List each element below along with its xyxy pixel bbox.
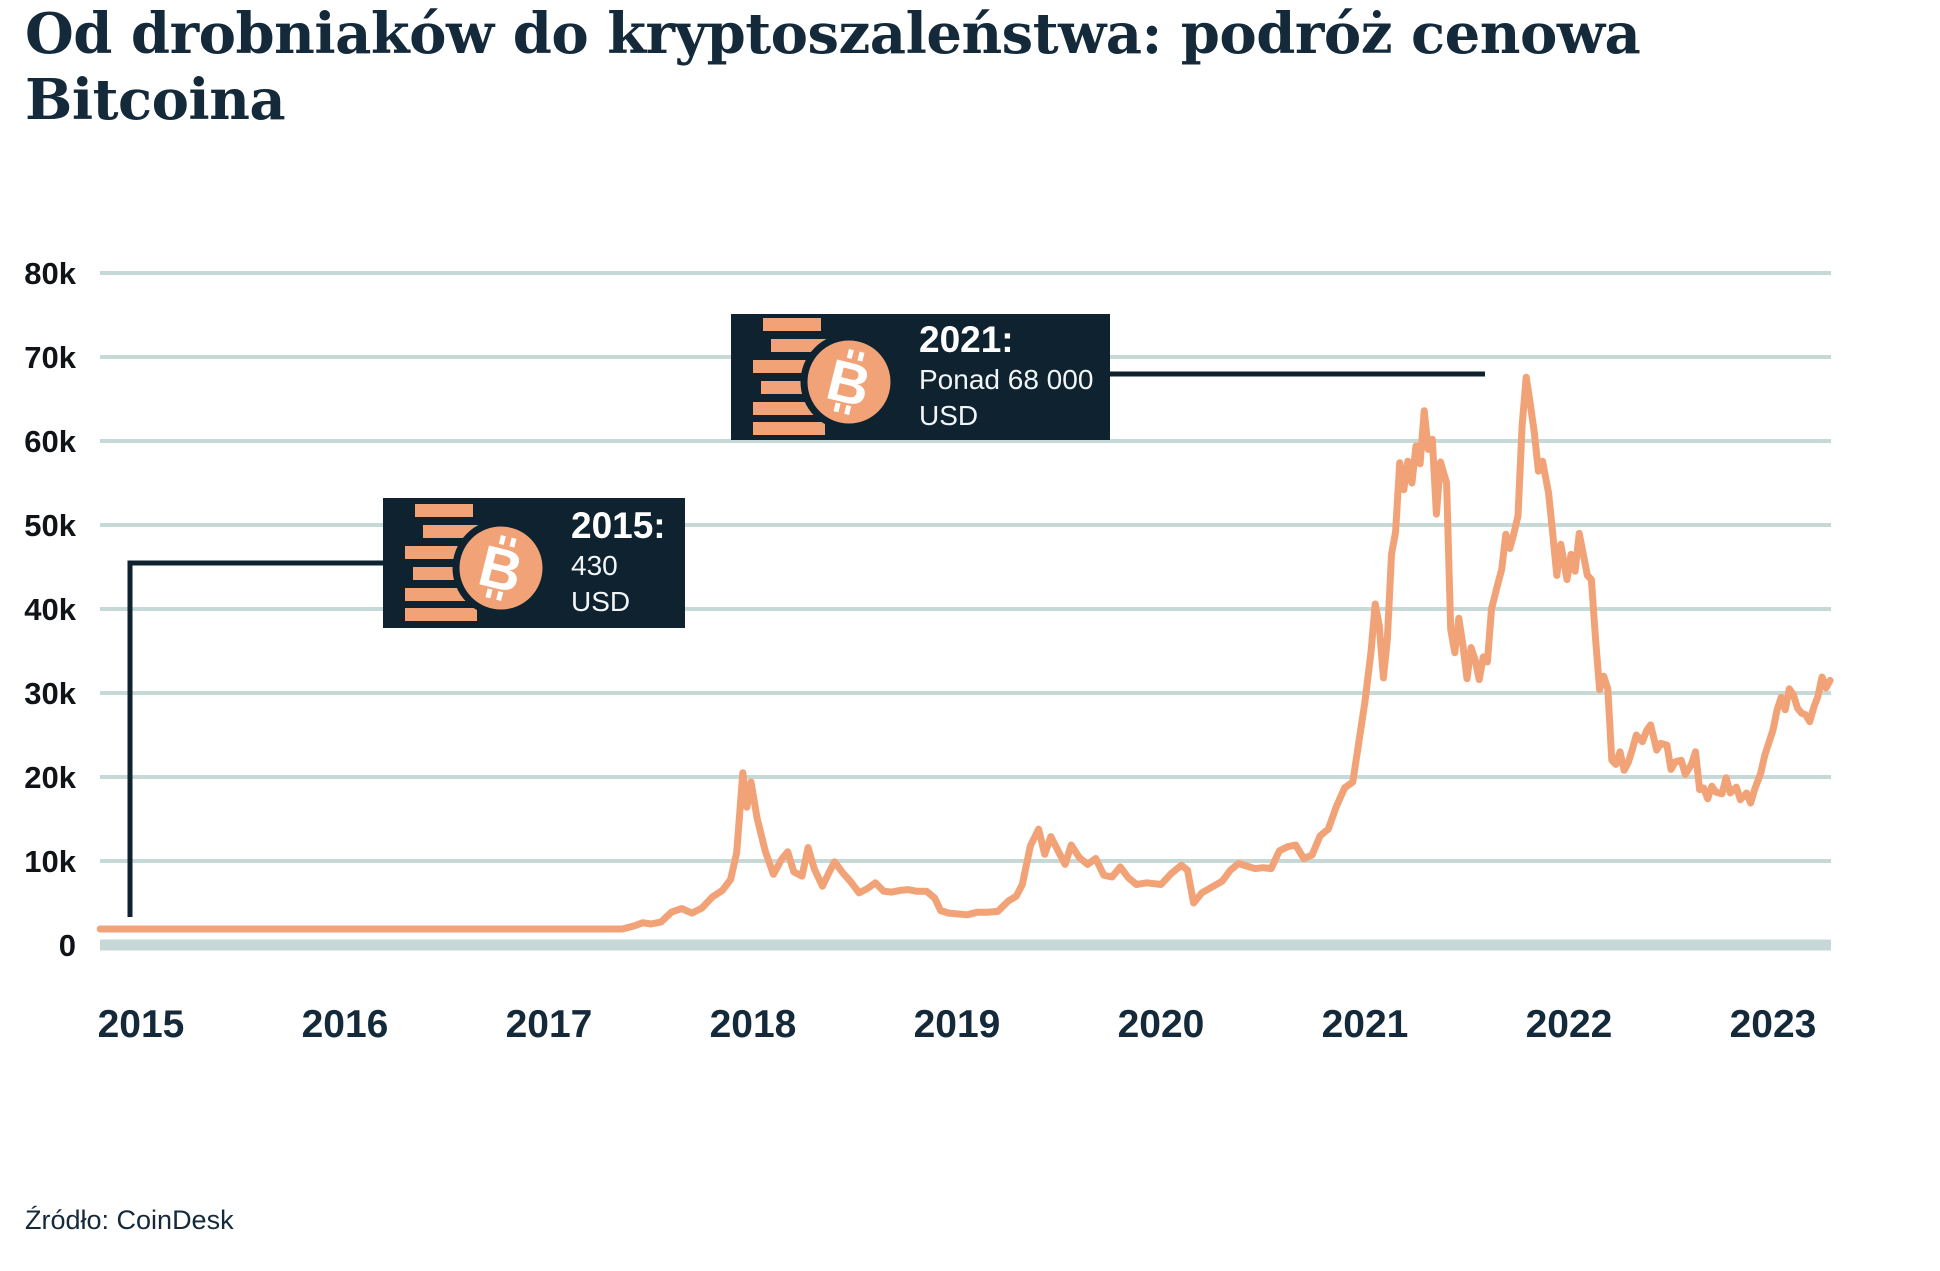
y-tick-label-50k: 50k [24,508,76,543]
y-tick-label-20k: 20k [24,760,76,795]
y-tick-label-40k: 40k [24,592,76,627]
y-tick-label-10k: 10k [24,844,76,879]
bitcoin-coin-stack-icon: B [405,504,550,621]
x-tick-label-2015: 2015 [98,1003,185,1046]
x-tick-label-2018: 2018 [710,1003,797,1046]
y-tick-label-0: 0 [59,928,76,963]
y-tick-label-70k: 70k [24,340,76,375]
y-tick-label-60k: 60k [24,424,76,459]
source-note: Źródło: CoinDesk [25,1205,234,1235]
annotation-2021-value: Ponad 68 000 USD [919,363,1094,432]
annotation-2021-year: 2021: [919,319,1014,361]
annotation-connector-2015 [127,560,383,917]
annotation-box-2015: B 2015: 430 USD [383,498,685,628]
bitcoin-price-line [96,373,1834,933]
page-title-line2: Bitcoina [25,66,286,133]
annotation-box-2021: B 2021: Ponad 68 000 USD [731,314,1110,440]
y-tick-label-80k: 80k [24,256,76,291]
x-tick-label-2019: 2019 [914,1003,1001,1046]
annotation-2015-value: 430 USD [571,549,631,618]
x-tick-label-2016: 2016 [302,1003,389,1046]
bitcoin-b-glyph: B [472,533,528,606]
x-tick-label-2023: 2023 [1730,1003,1817,1046]
annotation-2015-year: 2015: [571,505,666,547]
y-tick-label-30k: 30k [24,676,76,711]
x-tick-label-2022: 2022 [1526,1003,1613,1046]
bitcoin-coin-stack-icon: B [753,318,898,435]
page-title-line1: Od drobniaków do kryptoszaleństwa: podró… [25,1,1641,67]
y-axis-labels: 0 10k 20k 30k 40k 50k 60k 70k 80k [24,256,76,963]
x-tick-label-2017: 2017 [506,1003,593,1046]
x-axis-labels: 2015 2016 2017 2018 2019 2020 2021 2022 2023 [98,1003,1817,1046]
x-tick-label-2020: 2020 [1118,1003,1205,1046]
bitcoin-price-polyline [96,373,1834,933]
x-tick-label-2021: 2021 [1322,1003,1409,1046]
page-title: Od drobniaków do kryptoszaleństwa: podró… [25,1,1641,133]
